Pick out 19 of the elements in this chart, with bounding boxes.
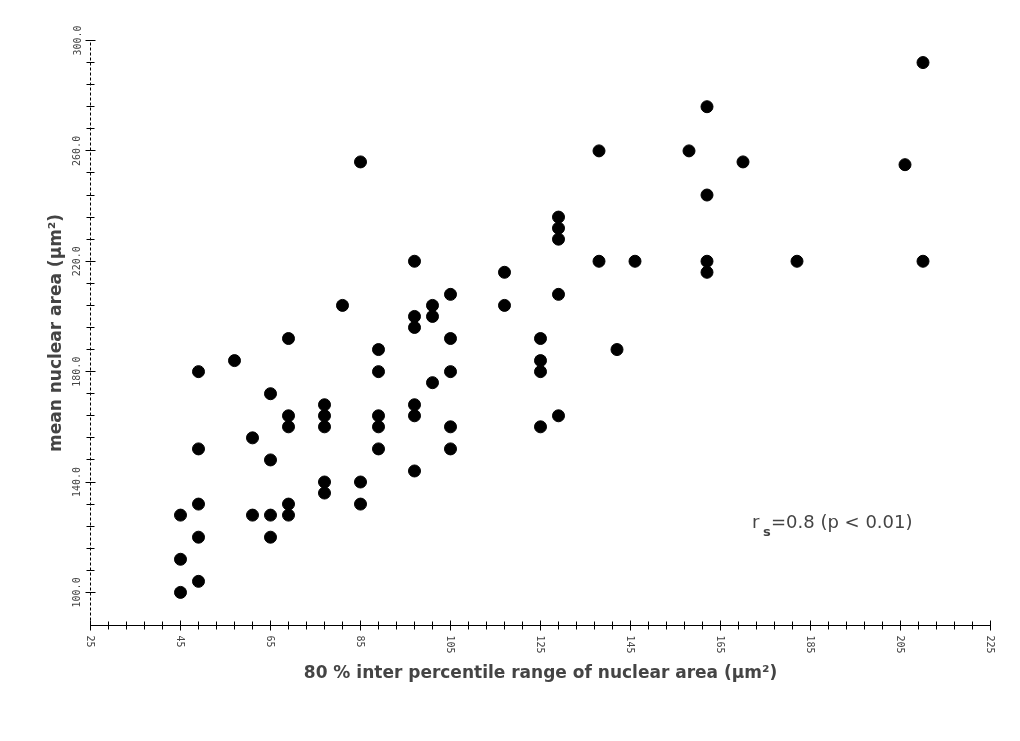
x-tick-label: 225 <box>984 635 996 654</box>
x-tick-label: 25 <box>84 635 96 648</box>
y-axis-title: mean nuclear area (µm²) <box>44 213 65 453</box>
x-tick-label: 45 <box>174 635 186 648</box>
x-tick-label: 105 <box>444 635 456 654</box>
x-tick-label: 165 <box>714 635 726 654</box>
x-tick-label: 145 <box>624 635 636 654</box>
y-tick-label: 220.0 <box>71 246 83 277</box>
y-tick-label: 300.0 <box>71 25 83 56</box>
x-tick-label: 185 <box>804 635 816 654</box>
x-axis-title: 80 % inter percentile range of nuclear area (µm²) <box>303 661 778 682</box>
x-tick-label: 65 <box>264 635 276 648</box>
y-tick-label: 260.0 <box>71 135 83 166</box>
y-tick-label: 100.0 <box>71 577 83 608</box>
x-tick-label: 125 <box>534 635 546 654</box>
y-tick-label: 180.0 <box>71 356 83 387</box>
y-tick-label: 140.0 <box>71 466 83 498</box>
x-tick-label: 85 <box>354 635 366 648</box>
x-tick-label: 205 <box>894 635 906 654</box>
